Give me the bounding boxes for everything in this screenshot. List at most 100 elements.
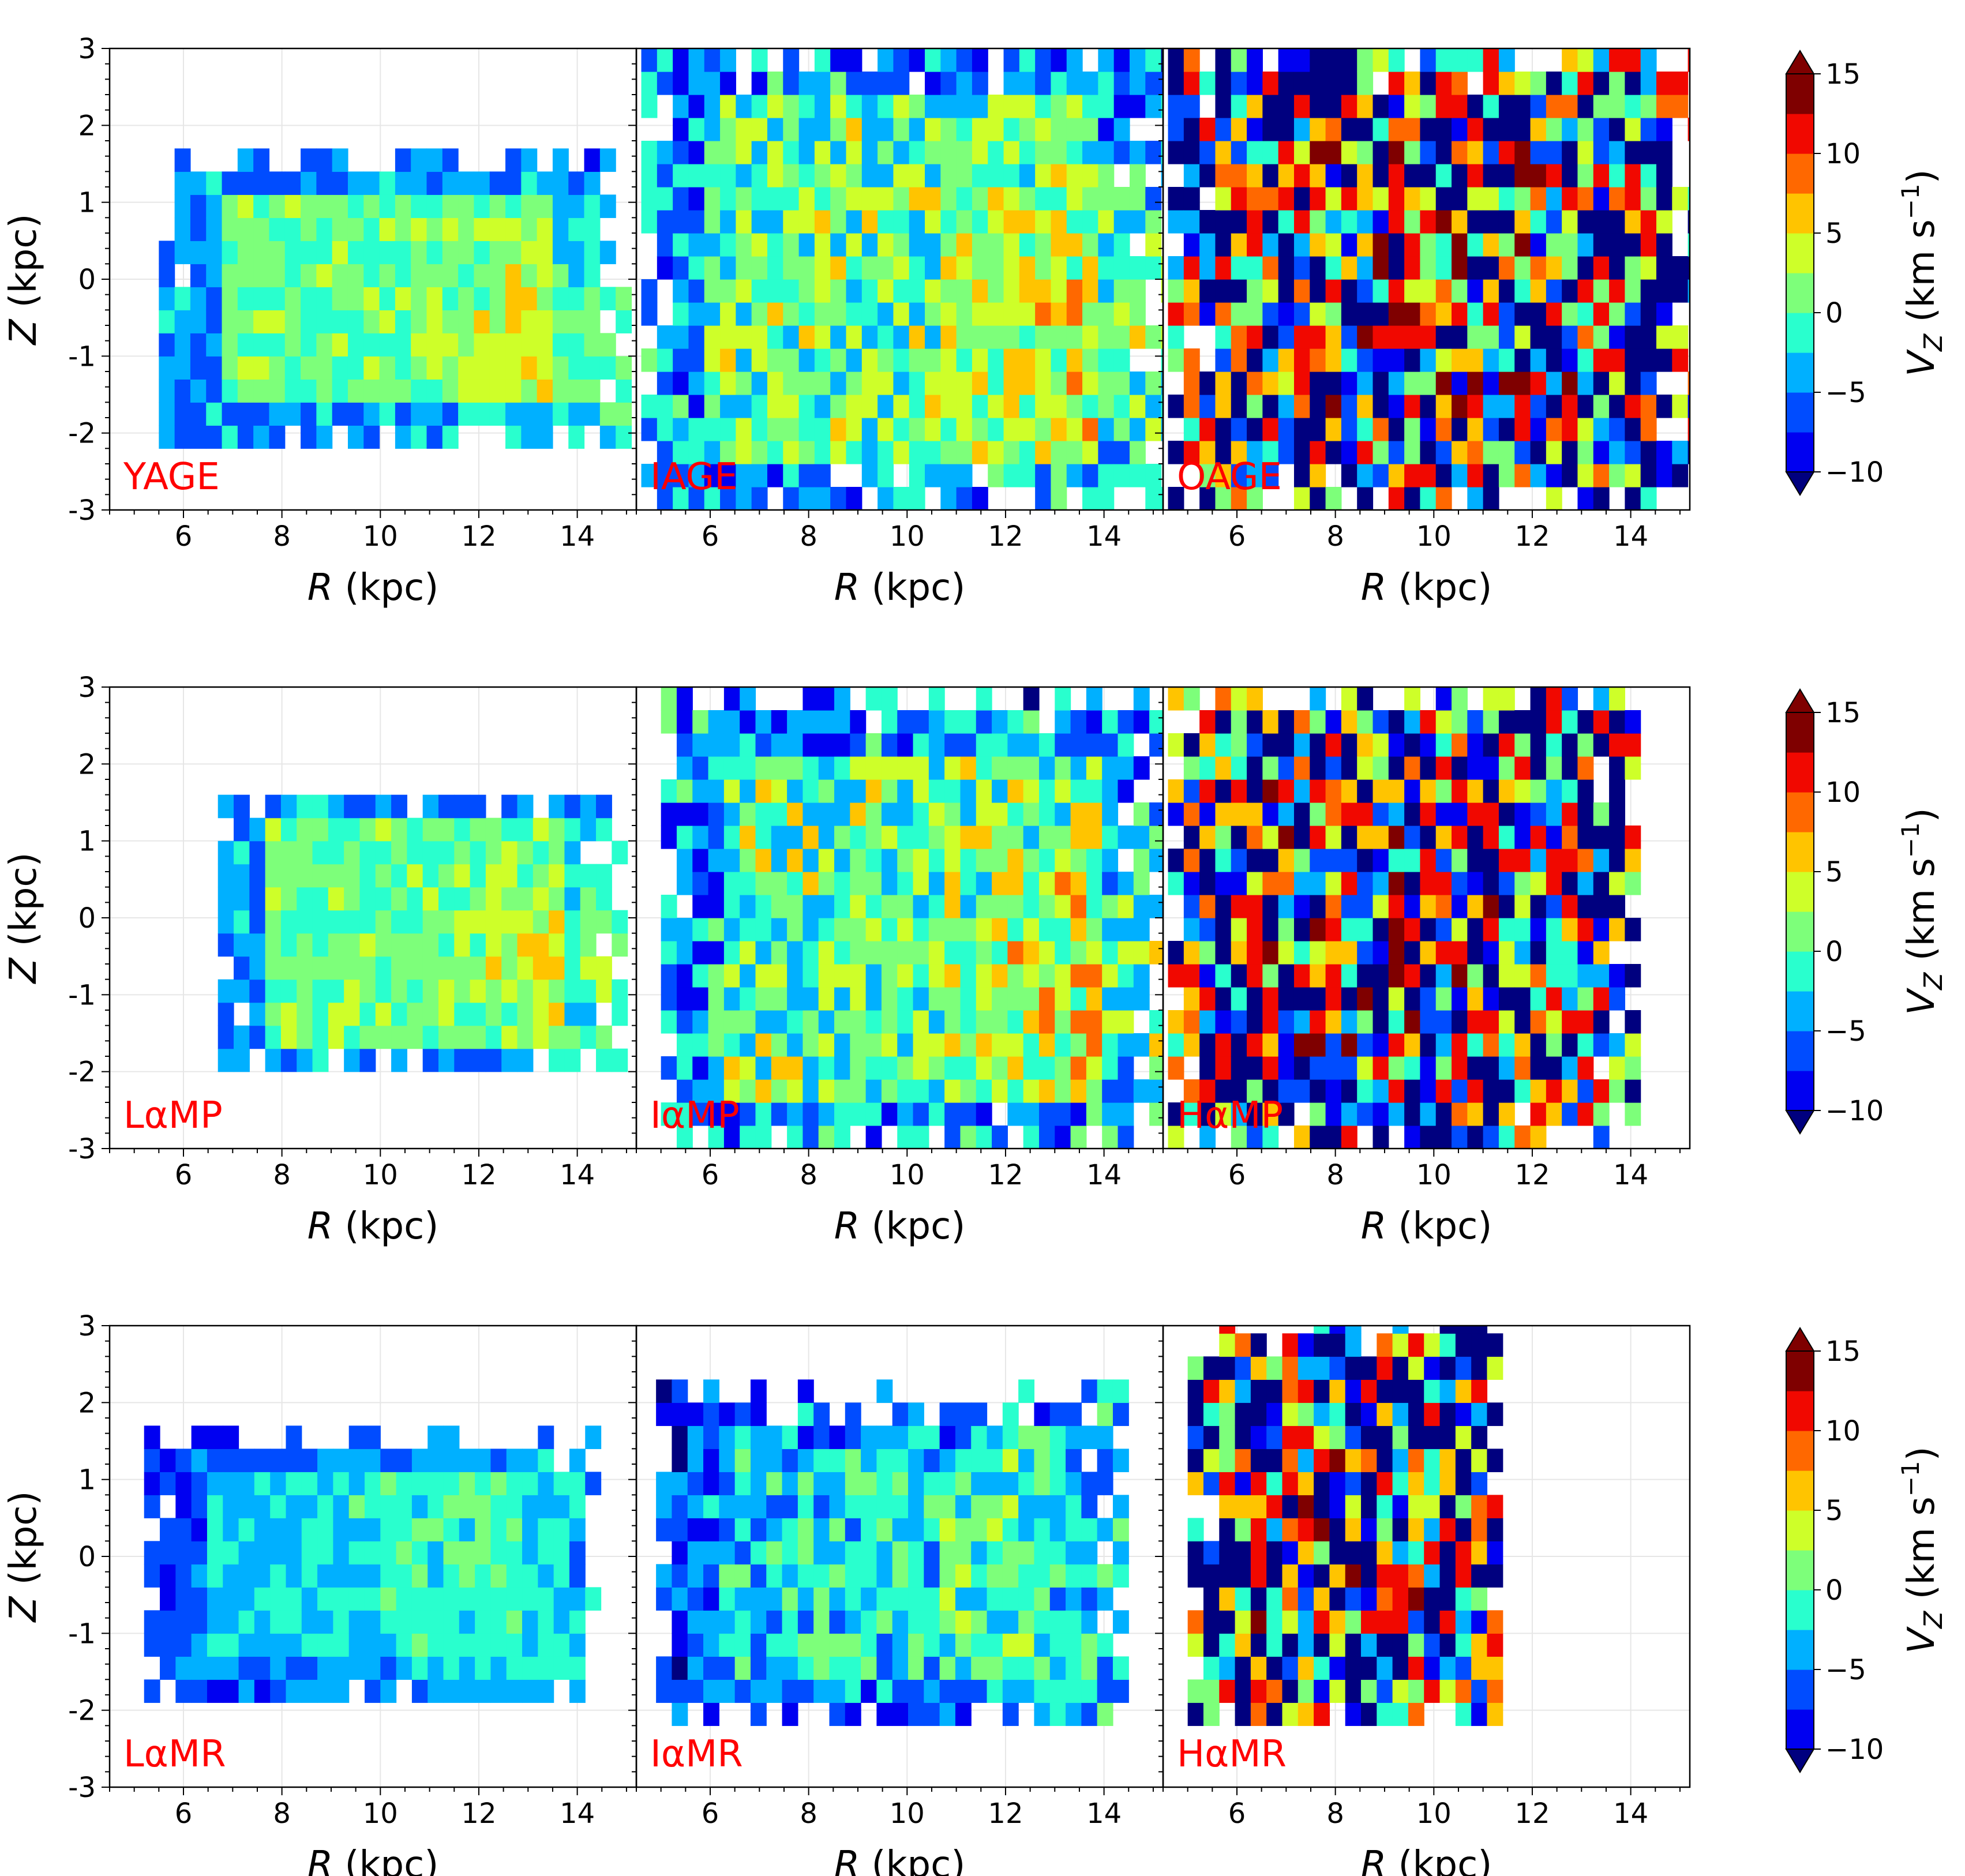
heatmap-cell [1377,1633,1393,1657]
heatmap-cell [1577,756,1594,780]
heatmap-cell [1452,279,1468,303]
heatmap-cell [1452,372,1468,395]
heatmap-cell [1070,826,1087,849]
heatmap-cell [740,987,756,1011]
colorbar-tick-label: 0 [1825,297,1843,329]
heatmap-cell [207,1564,223,1588]
heatmap-cell [1498,964,1515,988]
heatmap-cell [1329,1495,1346,1518]
heatmap-cell [783,95,800,118]
heatmap-cell [1435,756,1452,780]
heatmap-cell [1250,1679,1267,1703]
heatmap-cell [1640,418,1657,441]
heatmap-cell [532,1002,549,1026]
x-tick-label: 8 [273,1798,291,1830]
heatmap-cell [1231,95,1247,118]
heatmap-cell [892,1472,909,1495]
heatmap-cell [657,372,673,395]
heatmap-cell [1530,210,1547,234]
heatmap-cell [641,210,658,234]
heatmap-cell [1392,1425,1409,1449]
heatmap-cell [144,1495,160,1518]
heatmap-cell [1066,118,1083,141]
heatmap-cell [144,1449,160,1472]
heatmap-cell [1310,895,1326,918]
colorbar-segment [1786,1630,1814,1670]
x-axis: 6 8 10 12 14R (kpc) [109,1787,627,1876]
heatmap-cell [1408,1587,1424,1611]
heatmap-cell [688,164,705,187]
heatmap-cell [955,1610,972,1634]
heatmap-cell [1133,756,1150,780]
heatmap-cell [1656,325,1672,349]
heatmap-cell [174,425,191,449]
heatmap-cell [1019,464,1036,487]
colorbar-segment [1786,352,1814,393]
heatmap-cell [144,1541,160,1564]
heatmap-cell [1562,464,1578,487]
heatmap-cell [1341,418,1357,441]
heatmap-cell [1183,441,1200,464]
heatmap-cell [1019,141,1036,164]
heatmap-cell [159,379,175,403]
heatmap-cell [1372,95,1389,118]
heatmap-cell [992,733,1008,757]
heatmap-cell [1439,1541,1456,1564]
heatmap-cell [814,325,831,349]
heatmap-cell [1235,1633,1251,1657]
heatmap-cell [924,1518,940,1541]
heatmap-cell [1266,1402,1283,1426]
heatmap-cell [909,256,925,280]
heatmap-cell [1577,395,1594,418]
heatmap-cell [1250,1425,1267,1449]
heatmap-cell [1483,210,1499,234]
heatmap-cell [1102,1102,1119,1126]
x-axis-title: R (kpc) [1361,566,1492,609]
y-tick-label: 3 [78,671,96,704]
heatmap-cell [688,233,705,257]
y-tick-label: 1 [78,187,96,219]
heatmap-cell [1341,1102,1357,1126]
heatmap-cell [1310,802,1326,826]
heatmap-cell [427,1541,444,1564]
heatmap-cell [908,1587,924,1611]
heatmap-cell [687,1518,704,1541]
heatmap-cell [1388,395,1405,418]
heatmap-cell [1530,441,1547,464]
heatmap-cell [1377,1610,1393,1634]
heatmap-cell [1546,233,1562,257]
heatmap-cell [474,356,490,380]
heatmap-cell [1082,72,1098,95]
heatmap-cell [223,1633,239,1657]
heatmap-cell [925,141,941,164]
heatmap-cell [1247,1102,1263,1126]
heatmap-cell [1546,325,1562,349]
heatmap-cell [1483,279,1499,303]
heatmap-cell [944,849,961,872]
heatmap-cell [1023,872,1040,895]
heatmap-cell [688,418,705,441]
heatmap-cell [877,256,894,280]
heatmap-cell [160,1587,176,1611]
heatmap-cell [861,141,878,164]
heatmap-cell [1187,1518,1204,1541]
heatmap-cell [489,264,506,287]
heatmap-cell [1262,210,1279,234]
heatmap-cell [688,210,705,234]
heatmap-cell [1003,348,1020,372]
colorbar-tick-label: 5 [1825,856,1843,888]
heatmap-cell [1609,710,1625,734]
heatmap-cell [992,918,1008,941]
heatmap-cell [1361,1425,1377,1449]
heatmap-cell [1007,733,1024,757]
heatmap-cell [501,1048,518,1072]
heatmap-cell [908,1679,924,1703]
heatmap-cell [818,987,835,1011]
heatmap-cell [505,356,522,380]
heatmap-cell [1231,233,1247,257]
heatmap-cell [865,826,882,849]
heatmap-cell [489,379,506,403]
x-tick-label: 10 [1416,1159,1452,1191]
heatmap-cell [1361,1518,1377,1541]
heatmap-cell [175,1541,192,1564]
